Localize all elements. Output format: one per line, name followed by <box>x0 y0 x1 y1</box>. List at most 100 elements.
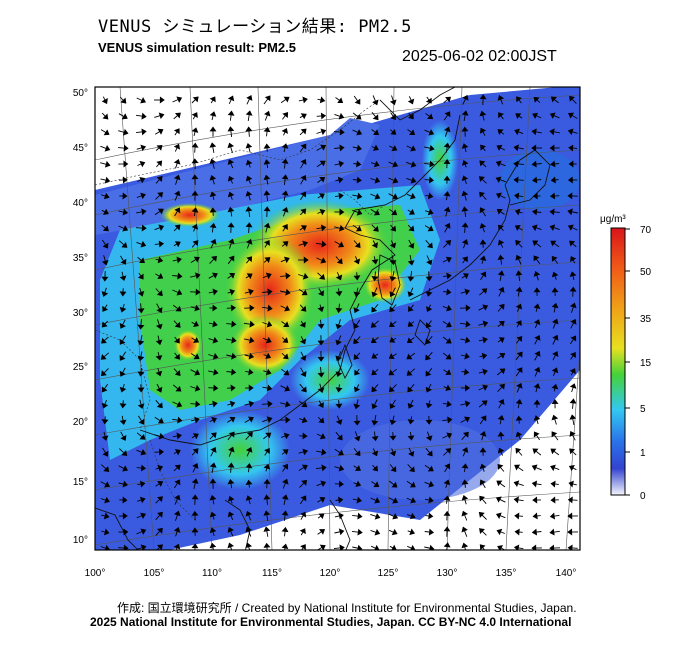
lat-label: 20° <box>73 417 88 428</box>
wind-arrowhead <box>173 543 181 550</box>
wind-arrowhead <box>407 260 415 266</box>
wind-arrowhead <box>391 145 398 152</box>
wind-arrowhead <box>339 208 345 216</box>
wind-arrowhead <box>212 352 219 360</box>
wind-arrowhead <box>101 97 108 104</box>
wind-arrowhead <box>104 176 111 184</box>
wind-arrowhead <box>321 464 327 472</box>
wind-arrowhead <box>516 335 523 342</box>
wind-arrowhead <box>388 369 395 376</box>
lon-label: 105° <box>144 568 165 579</box>
wind-arrowhead <box>425 402 433 409</box>
wind-arrowhead <box>515 113 522 119</box>
wind-arrowhead <box>248 368 254 376</box>
wind-arrowhead <box>283 256 290 264</box>
wind-arrowhead <box>300 143 307 150</box>
wind-arrowhead <box>227 110 235 116</box>
wind-arrowhead <box>426 259 433 266</box>
wind-arrowhead <box>371 352 378 359</box>
wind-arrowhead <box>461 190 469 197</box>
wind-arrowhead <box>231 352 237 360</box>
wind-arrowhead <box>443 526 451 532</box>
wind-arrowhead <box>101 435 109 441</box>
wind-arrowhead <box>248 384 254 392</box>
wind-arrowhead <box>209 191 217 197</box>
wind-arrowhead <box>444 126 451 133</box>
meridian-line <box>257 87 273 550</box>
lat-label: 40° <box>73 198 88 209</box>
wind-arrowhead <box>263 542 271 548</box>
wind-arrowhead <box>231 320 237 328</box>
colorbar-label: 5 <box>640 404 646 415</box>
wind-arrowhead <box>464 336 471 344</box>
wind-arrowhead <box>516 382 523 389</box>
wind-arrowhead <box>317 340 325 346</box>
wind-arrowhead <box>570 351 576 358</box>
wind-arrowhead <box>550 496 556 504</box>
wind-arrowhead <box>569 398 577 404</box>
wind-arrowhead <box>247 416 254 423</box>
wind-arrowhead <box>137 355 145 362</box>
wind-arrowhead <box>156 307 163 314</box>
wind-arrowhead <box>335 355 342 362</box>
wind-arrowhead <box>211 255 217 262</box>
wind-arrowhead <box>102 113 109 120</box>
wind-arrowhead <box>499 368 506 375</box>
wind-arrowhead <box>246 256 253 263</box>
wind-arrowhead <box>569 368 576 375</box>
wind-arrowhead <box>374 176 381 184</box>
wind-arrowhead <box>319 160 326 167</box>
wind-arrowhead <box>320 112 327 120</box>
wind-arrowhead <box>263 526 271 532</box>
wind-arrowhead <box>479 127 487 134</box>
wind-arrowhead <box>533 303 541 310</box>
wind-arrowhead <box>104 160 111 168</box>
wind-arrowhead <box>425 97 432 104</box>
wind-arrowhead <box>193 337 200 343</box>
wind-arrowhead <box>357 528 363 536</box>
wind-arrowhead <box>212 304 218 312</box>
wind-arrowhead <box>392 513 399 520</box>
wind-arrowhead <box>335 323 343 330</box>
wind-arrowhead <box>513 496 519 504</box>
wind-arrowhead <box>245 479 253 485</box>
wind-arrowhead <box>300 370 307 377</box>
wind-arrowhead <box>569 302 577 309</box>
wind-arrowhead <box>410 161 417 168</box>
wind-arrowhead <box>337 241 344 248</box>
wind-arrowhead <box>408 450 415 457</box>
wind-arrowhead <box>139 176 146 184</box>
wind-arrowhead <box>100 353 107 360</box>
wind-arrowhead <box>339 144 345 152</box>
wind-arrowhead <box>338 192 344 200</box>
wind-arrowhead <box>338 160 345 168</box>
wind-arrowhead <box>212 336 219 344</box>
wind-arrowhead <box>318 513 325 520</box>
wind-arrowhead <box>443 479 451 486</box>
wind-arrowhead <box>158 112 165 120</box>
wind-arrowhead <box>551 271 559 278</box>
wind-arrowhead <box>513 144 519 152</box>
wind-arrowhead <box>137 273 144 280</box>
wind-arrowhead <box>227 222 235 228</box>
wind-arrowhead <box>158 240 164 248</box>
wind-arrowhead <box>373 209 380 216</box>
wind-arrowhead <box>569 286 577 292</box>
parallel-line <box>95 149 580 216</box>
wind-arrowhead <box>550 448 557 455</box>
wind-arrowhead <box>515 431 523 438</box>
wind-arrowhead <box>102 305 109 312</box>
wind-arrowhead <box>425 370 432 377</box>
wind-arrowhead <box>300 208 307 215</box>
wind-arrowhead <box>320 224 327 232</box>
wind-arrowhead <box>465 384 470 392</box>
wind-arrowhead <box>425 435 433 442</box>
wind-arrowhead <box>121 113 128 120</box>
wind-arrowhead <box>568 160 574 168</box>
wind-arrowhead <box>245 126 253 132</box>
lon-label: 110° <box>202 568 222 579</box>
wind-arrowhead <box>155 355 163 361</box>
wind-arrowhead <box>408 208 415 215</box>
meridian-line <box>505 87 531 550</box>
wind-arrowhead <box>550 96 557 103</box>
